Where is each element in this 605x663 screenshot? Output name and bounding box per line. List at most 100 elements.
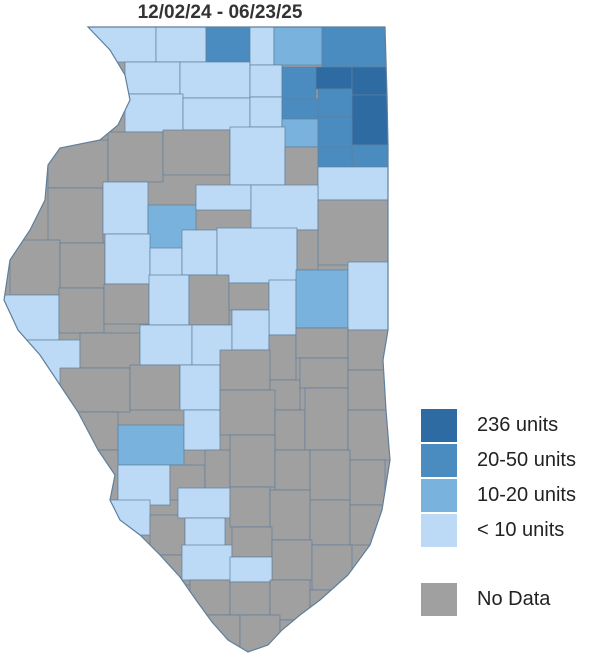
county-region	[295, 269, 349, 329]
county-region	[321, 27, 386, 68]
county-region	[102, 181, 149, 235]
county-region	[268, 334, 297, 381]
county-region	[281, 66, 317, 100]
legend-item-236: 236 units	[421, 408, 576, 443]
county-region	[117, 424, 185, 466]
county-region	[349, 504, 386, 546]
county-region	[279, 619, 311, 651]
county-region	[129, 364, 181, 411]
county-region	[273, 27, 323, 66]
county-region	[317, 166, 389, 201]
legend-swatch-nodata	[421, 583, 457, 616]
county-region	[271, 539, 313, 581]
county-region	[162, 129, 231, 176]
county-region	[188, 274, 230, 326]
county-region	[229, 486, 271, 528]
legend-item-lt10: < 10 units	[421, 513, 576, 548]
county-region	[347, 261, 389, 331]
county-region	[351, 94, 389, 146]
county-region	[189, 579, 231, 616]
county-region	[228, 282, 270, 311]
county-region	[149, 514, 186, 556]
county-region	[182, 97, 251, 131]
county-region	[349, 459, 386, 506]
county-region	[351, 144, 389, 168]
county-region	[179, 364, 221, 411]
county-region	[295, 327, 349, 359]
legend-label-nodata: No Data	[477, 588, 551, 610]
county-region	[239, 614, 281, 652]
legend-label-lt10: < 10 units	[477, 519, 565, 541]
county-region	[229, 556, 273, 583]
county-region	[269, 489, 311, 541]
county-region	[229, 434, 276, 488]
county-region	[199, 614, 241, 652]
county-region	[177, 487, 231, 519]
county-region	[299, 357, 349, 389]
county-region	[58, 287, 105, 334]
county-region	[351, 66, 389, 96]
county-region	[181, 229, 218, 276]
county-region	[59, 242, 106, 289]
county-region	[155, 27, 207, 63]
legend: 236 units 20-50 units 10-20 units < 10 u…	[421, 408, 576, 617]
county-region	[47, 139, 109, 189]
county-region	[183, 409, 221, 451]
county-region	[347, 329, 389, 371]
county-region	[250, 184, 319, 231]
county-region	[269, 579, 311, 621]
county-region	[181, 544, 233, 581]
county-region	[204, 449, 231, 491]
county-region	[304, 387, 349, 451]
county-region	[59, 367, 131, 413]
county-region	[347, 409, 390, 461]
county-region	[219, 389, 276, 436]
county-region	[104, 233, 151, 285]
county-region	[274, 449, 311, 491]
county-region	[139, 324, 193, 366]
county-region	[103, 283, 150, 325]
county-region	[124, 61, 181, 95]
county-region	[317, 88, 353, 118]
county-region	[317, 116, 353, 148]
county-region	[117, 464, 171, 506]
county-region	[249, 64, 283, 98]
county-region	[249, 27, 275, 66]
county-region	[347, 369, 389, 411]
county-region	[47, 187, 104, 244]
map-title: 12/02/24 - 06/23/25	[137, 2, 303, 23]
county-region	[281, 118, 319, 148]
county-region	[268, 279, 297, 336]
county-region	[179, 61, 251, 99]
county-region	[205, 27, 251, 66]
county-region	[309, 589, 351, 621]
county-region	[284, 146, 319, 188]
county-region	[249, 96, 283, 128]
legend-label-236: 236 units	[477, 414, 559, 436]
legend-swatch-236	[421, 409, 457, 442]
county-region	[296, 229, 319, 271]
county-region	[216, 227, 298, 284]
county-region	[311, 544, 353, 591]
county-region	[309, 499, 351, 546]
legend-swatch-10-20	[421, 479, 457, 512]
county-region	[274, 409, 306, 451]
legend-item-20-50: 20-50 units	[421, 443, 576, 478]
county-region	[315, 66, 353, 90]
legend-label-20-50: 20-50 units	[477, 449, 576, 471]
county-region	[281, 98, 319, 120]
county-region	[109, 499, 151, 536]
county-region	[107, 131, 164, 183]
county-region	[87, 27, 157, 63]
county-region	[229, 581, 271, 616]
legend-swatch-lt10	[421, 514, 457, 547]
county-region	[229, 126, 286, 186]
county-region	[124, 93, 184, 133]
legend-label-10-20: 10-20 units	[477, 484, 576, 506]
county-region	[77, 411, 119, 451]
legend-swatch-20-50	[421, 444, 457, 477]
county-region	[219, 349, 271, 391]
county-region	[195, 184, 252, 211]
county-region	[231, 309, 270, 351]
